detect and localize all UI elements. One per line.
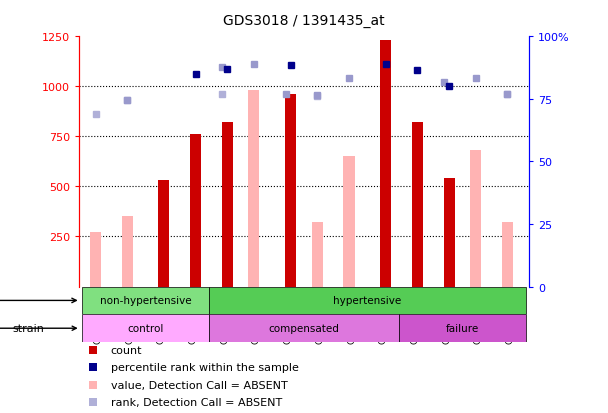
Text: failure: failure [446, 323, 479, 333]
Bar [312, 223, 323, 287]
Text: non-hypertensive: non-hypertensive [100, 296, 192, 306]
Bar [380, 41, 392, 287]
Text: compensated: compensated [269, 323, 339, 333]
Bar [502, 223, 513, 287]
Text: hypertensive: hypertensive [333, 296, 401, 306]
Text: disease state: disease state [0, 323, 76, 333]
Bar [399, 315, 526, 342]
Bar [209, 315, 399, 342]
Bar [122, 217, 133, 287]
Bar [209, 287, 526, 315]
Bar [344, 157, 354, 287]
Bar [444, 179, 455, 287]
Bar [470, 151, 482, 287]
Bar [222, 123, 233, 287]
Text: count: count [111, 345, 142, 355]
Text: GDS3018 / 1391435_at: GDS3018 / 1391435_at [223, 14, 385, 28]
Bar [412, 123, 423, 287]
Bar [82, 287, 209, 315]
Text: control: control [128, 323, 164, 333]
Text: value, Detection Call = ABSENT: value, Detection Call = ABSENT [111, 380, 288, 390]
Text: strain: strain [0, 296, 76, 306]
Bar [249, 91, 260, 287]
Text: strain: strain [12, 323, 44, 333]
Text: rank, Detection Call = ABSENT: rank, Detection Call = ABSENT [111, 397, 282, 407]
Bar [82, 315, 209, 342]
Bar [159, 181, 170, 287]
Bar [285, 95, 296, 287]
Bar [90, 233, 101, 287]
Bar [190, 135, 201, 287]
Text: percentile rank within the sample: percentile rank within the sample [111, 363, 299, 373]
